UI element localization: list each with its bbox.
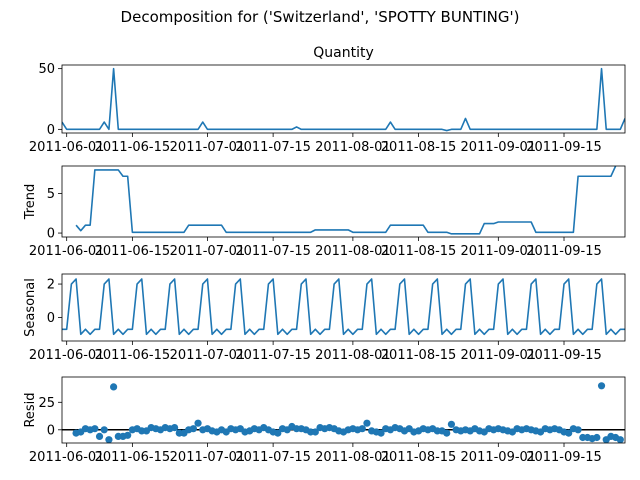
resid-point	[105, 436, 113, 443]
series-line	[62, 67, 625, 132]
resid-point	[95, 432, 104, 440]
x-tick-label: 2011-08-15	[381, 450, 457, 465]
x-tick-label: 2011-09-01	[461, 450, 537, 465]
resid-point	[100, 426, 108, 434]
y-axis-label: Seasonal	[23, 278, 38, 337]
panel-content	[62, 382, 625, 443]
y-axis-label: Resid	[23, 392, 38, 427]
x-tick-label: 2011-09-15	[526, 348, 602, 363]
x-tick-label: 2011-08-15	[381, 244, 457, 259]
x-tick-label: 2011-08-01	[315, 244, 391, 259]
y-tick-label: 50	[38, 62, 55, 77]
resid-point	[189, 425, 197, 433]
x-tick-label: 2011-08-01	[315, 450, 391, 465]
y-axis-label: Trend	[23, 184, 38, 221]
x-tick-label: 2011-06-01	[29, 244, 105, 259]
resid-point	[274, 429, 282, 437]
panel-content	[75, 166, 617, 235]
resid-point	[593, 433, 601, 442]
resid-point	[110, 383, 118, 391]
x-tick-label: 2011-09-15	[526, 140, 602, 155]
y-tick-label: 5	[47, 187, 55, 202]
x-tick-label: 2011-08-01	[315, 140, 391, 155]
y-tick-label: 0	[47, 227, 55, 242]
x-tick-label: 2011-06-15	[95, 450, 171, 465]
y-tick-label: 0	[47, 123, 55, 138]
y-tick-label: 2	[47, 278, 55, 293]
resid-point	[597, 382, 606, 390]
panel-content	[62, 278, 625, 336]
figure-title: Decomposition for ('Switzerland', 'SPOTT…	[121, 8, 520, 26]
x-tick-label: 2011-09-15	[526, 450, 602, 465]
x-tick-label: 2011-09-15	[526, 244, 602, 259]
resid-point	[447, 420, 456, 428]
resid-point	[91, 425, 99, 433]
resid-point	[565, 429, 573, 437]
resid-point	[574, 426, 582, 434]
axes-frame	[61, 376, 626, 444]
x-tick-label: 2011-07-01	[170, 140, 246, 155]
x-tick-label: 2011-06-15	[95, 348, 171, 363]
resid-point	[171, 424, 179, 432]
resid-point	[194, 419, 202, 427]
y-tick-label: 0	[47, 311, 55, 326]
resid-point	[311, 428, 319, 436]
x-tick-label: 2011-08-01	[315, 348, 391, 363]
x-tick-label: 2011-06-01	[29, 450, 105, 465]
x-tick-label: 2011-07-01	[170, 348, 246, 363]
resid-point	[377, 429, 385, 437]
x-tick-label: 2011-06-15	[95, 140, 171, 155]
panel-title: Quantity	[313, 45, 374, 61]
resid-point	[443, 429, 451, 437]
series-line	[75, 166, 617, 235]
x-tick-label: 2011-09-01	[461, 140, 537, 155]
y-tick-label: 0	[47, 423, 55, 438]
x-tick-label: 2011-08-15	[381, 140, 457, 155]
axes-frame	[61, 165, 626, 238]
series-line	[62, 278, 625, 336]
resid-point	[124, 431, 132, 439]
x-tick-label: 2011-07-15	[235, 450, 311, 465]
resid-point	[358, 425, 366, 433]
x-tick-label: 2011-06-15	[95, 244, 171, 259]
x-tick-label: 2011-06-01	[29, 140, 105, 155]
x-tick-label: 2011-09-01	[461, 348, 537, 363]
axes-frame	[61, 64, 626, 134]
resid-point	[616, 436, 624, 443]
y-tick-label: 25	[38, 396, 55, 411]
x-tick-label: 2011-06-01	[29, 348, 105, 363]
axes-frame	[61, 273, 626, 342]
x-tick-label: 2011-07-15	[235, 244, 311, 259]
x-tick-label: 2011-09-01	[461, 244, 537, 259]
x-tick-label: 2011-07-15	[235, 348, 311, 363]
panel-content	[62, 67, 625, 132]
x-tick-label: 2011-07-15	[235, 140, 311, 155]
x-tick-label: 2011-08-15	[381, 348, 457, 363]
x-tick-label: 2011-07-01	[170, 450, 246, 465]
x-tick-label: 2011-07-01	[170, 244, 246, 259]
resid-point	[363, 419, 371, 427]
